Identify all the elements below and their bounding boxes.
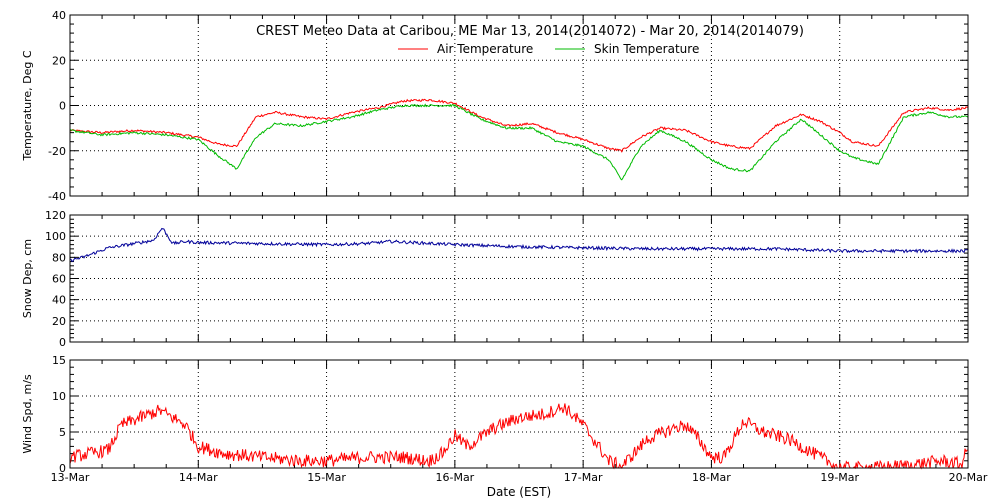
y-tick-label: -20 (48, 145, 66, 158)
y-tick-label: 0 (59, 462, 66, 475)
y-tick-label: 20 (52, 315, 66, 328)
chart-title: CREST Meteo Data at Caribou, ME Mar 13, … (256, 24, 804, 39)
series-line-1-0 (70, 227, 969, 263)
y-tick-label: 120 (45, 209, 66, 222)
y-tick-label: -40 (48, 190, 66, 203)
y-tick-label: 20 (52, 54, 66, 67)
y-tick-label: 40 (52, 294, 66, 307)
panel-2: 0 5 10 15 Wind Spd, m/s 13-Mar 14-Mar 15-Mar 16-… (21, 354, 988, 499)
y-tick-label: 40 (52, 9, 66, 22)
x-tick-label: 20-Mar (949, 471, 988, 484)
y-tick-label: 80 (52, 251, 66, 264)
legend-label: Air Temperature (437, 42, 533, 56)
y-tick-label: 10 (52, 390, 66, 403)
legend: Air Temperature Skin Temperature (398, 42, 699, 56)
x-tick-label: 13-Mar (51, 471, 90, 484)
series-line-2-0 (69, 403, 969, 470)
x-axis-label: Date (EST) (487, 485, 551, 499)
y-tick-label: 0 (59, 100, 66, 113)
x-tick-label: 15-Mar (307, 471, 346, 484)
legend-label: Skin Temperature (594, 42, 699, 56)
plot-frame (69, 214, 969, 343)
y-axis-label: Temperature, Deg C (21, 50, 34, 161)
plot-frame (69, 14, 969, 197)
y-axis-label: Snow Dep, cm (21, 239, 34, 318)
x-tick-label: 16-Mar (435, 471, 474, 484)
y-tick-label: 100 (45, 230, 66, 243)
x-tick-label: 17-Mar (564, 471, 603, 484)
x-tick-label: 14-Mar (179, 471, 218, 484)
y-tick-label: 0 (59, 336, 66, 349)
panel-0: -40 -20 0 20 40 Temperature, Deg C (21, 9, 969, 203)
panel-1: 0 20 40 60 80 100 120 Snow Dep, cm (21, 209, 969, 349)
x-tick-label: 19-Mar (820, 471, 859, 484)
plot-frame (69, 359, 969, 469)
series-line-0-1 (69, 103, 969, 181)
series-line-0-0 (69, 98, 969, 153)
x-tick-label: 18-Mar (692, 471, 731, 484)
y-tick-label: 15 (52, 354, 66, 367)
y-axis-label: Wind Spd, m/s (21, 374, 34, 454)
y-tick-label: 60 (52, 273, 66, 286)
y-tick-label: 5 (59, 426, 66, 439)
